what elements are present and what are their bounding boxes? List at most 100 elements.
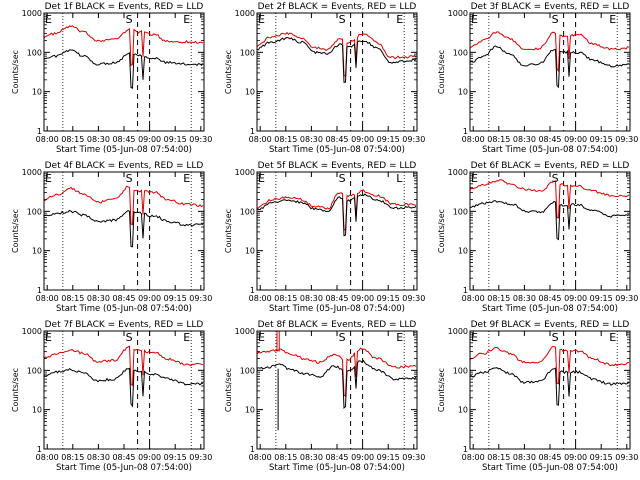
x-tick-label: 08:00 <box>36 294 59 303</box>
x-axis-label: Start Time (05-Jun-08 07:54:00) <box>482 145 618 155</box>
x-tick-label: 09:30 <box>189 135 212 144</box>
y-tick-label: 100 <box>240 207 255 216</box>
y-tick-label: 10 <box>245 247 255 256</box>
y-tick-label: 10 <box>458 247 468 256</box>
marker-E-label: E <box>471 331 478 344</box>
x-tick-label: 08:30 <box>300 453 323 462</box>
x-tick-label: 09:30 <box>402 135 425 144</box>
x-tick-label: 09:15 <box>377 135 400 144</box>
panel-4: Det 4f BLACK = Events, RED = LLD 1 10 100 10… <box>11 161 212 314</box>
marker-S-label: S <box>126 13 133 26</box>
lld-series-line <box>43 25 204 67</box>
x-tick-label: 09:30 <box>615 135 638 144</box>
panel-title: Det 4f BLACK = Events, RED = LLD <box>45 161 204 171</box>
marker-S-label: S <box>552 172 559 185</box>
y-tick-label: 100 <box>27 207 42 216</box>
y-axis-label: Counts/sec <box>11 50 20 94</box>
x-tick-label: 09:00 <box>564 453 587 462</box>
y-tick-label: 10 <box>32 247 42 256</box>
x-tick-label: 08:00 <box>36 453 59 462</box>
y-tick-label: 10 <box>458 88 468 97</box>
x-tick-label: 08:30 <box>300 135 323 144</box>
x-axis-label: Start Time (05-Jun-08 07:54:00) <box>56 145 192 155</box>
y-tick-label: 10 <box>245 406 255 415</box>
panel-title: Det 3f BLACK = Events, RED = LLD <box>471 2 630 12</box>
events-series-line <box>256 359 417 409</box>
panel-1: Det 1f BLACK = Events, RED = LLD 1 10 100 10… <box>11 2 212 155</box>
plot-frame <box>43 330 205 450</box>
x-tick-label: 08:30 <box>513 135 536 144</box>
x-axis-label: Start Time (05-Jun-08 07:54:00) <box>269 463 405 473</box>
y-axis-label: Counts/sec <box>437 209 446 253</box>
x-axis-label: Start Time (05-Jun-08 07:54:00) <box>269 145 405 155</box>
x-tick-label: 08:30 <box>300 294 323 303</box>
y-axis-label: Counts/sec <box>437 50 446 94</box>
y-axis-label: Counts/sec <box>11 368 20 412</box>
x-tick-label: 08:45 <box>112 453 135 462</box>
marker-E-label: E <box>258 172 265 185</box>
y-tick-label: 1000 <box>448 327 468 336</box>
panel-title: Det 8f BLACK = Events, RED = LLD <box>258 320 417 330</box>
y-tick-label: 1 <box>463 445 468 454</box>
x-tick-label: 08:15 <box>487 294 510 303</box>
plot-frame <box>469 171 631 291</box>
panel-6: Det 6f BLACK = Events, RED = LLD 1 10 100 10… <box>437 161 638 314</box>
x-tick-label: 09:00 <box>351 294 374 303</box>
x-tick-label: 08:30 <box>513 453 536 462</box>
x-tick-label: 08:00 <box>462 135 485 144</box>
panel-3: Det 3f BLACK = Events, RED = LLD 1 10 100 10… <box>437 2 638 155</box>
x-tick-label: 08:00 <box>36 135 59 144</box>
x-tick-label: 09:15 <box>164 453 187 462</box>
y-tick-label: 1000 <box>235 327 255 336</box>
x-tick-label: 09:15 <box>377 294 400 303</box>
marker-S-label: S <box>126 331 133 344</box>
marker-end-label: E <box>183 172 190 185</box>
marker-end-label: E <box>396 13 403 26</box>
panel-9: Det 9f BLACK = Events, RED = LLD 1 10 100 10… <box>437 320 638 473</box>
x-tick-label: 08:00 <box>249 294 272 303</box>
x-tick-label: 08:00 <box>462 453 485 462</box>
x-tick-label: 08:15 <box>274 294 297 303</box>
events-series-line <box>43 49 204 89</box>
plot-frame <box>469 12 631 132</box>
x-tick-label: 09:00 <box>138 294 161 303</box>
x-tick-label: 08:45 <box>538 453 561 462</box>
y-tick-label: 10 <box>458 406 468 415</box>
x-tick-label: 08:00 <box>249 453 272 462</box>
marker-end-label: E <box>609 331 616 344</box>
panel-title: Det 7f BLACK = Events, RED = LLD <box>45 320 204 330</box>
y-tick-label: 1000 <box>448 168 468 177</box>
panel-title: Det 1f BLACK = Events, RED = LLD <box>45 2 204 12</box>
x-tick-label: 08:30 <box>87 453 110 462</box>
x-tick-label: 09:00 <box>564 294 587 303</box>
x-tick-label: 09:15 <box>590 294 613 303</box>
y-tick-label: 1 <box>463 127 468 136</box>
x-tick-label: 09:15 <box>164 135 187 144</box>
x-tick-label: 09:15 <box>590 453 613 462</box>
events-series-line <box>256 193 417 237</box>
x-tick-label: 08:45 <box>325 135 348 144</box>
x-tick-label: 09:30 <box>402 453 425 462</box>
marker-E-label: E <box>258 331 265 344</box>
y-axis-label: Counts/sec <box>224 368 233 412</box>
events-series-line <box>43 209 204 248</box>
x-tick-label: 08:00 <box>462 294 485 303</box>
x-axis-label: Start Time (05-Jun-08 07:54:00) <box>269 304 405 314</box>
events-series-line <box>469 200 630 241</box>
x-axis-label: Start Time (05-Jun-08 07:54:00) <box>56 463 192 473</box>
y-tick-label: 100 <box>240 366 255 375</box>
y-axis-label: Counts/sec <box>11 209 20 253</box>
y-tick-label: 1 <box>463 286 468 295</box>
y-tick-label: 1000 <box>22 327 42 336</box>
marker-E-label: E <box>471 13 478 26</box>
plot-frame <box>43 12 205 132</box>
lld-series-line <box>469 179 630 219</box>
y-tick-label: 100 <box>453 366 468 375</box>
x-tick-label: 08:45 <box>112 294 135 303</box>
panel-title: Det 5f BLACK = Events, RED = LLD <box>258 161 417 171</box>
x-axis-label: Start Time (05-Jun-08 07:54:00) <box>482 463 618 473</box>
x-tick-label: 08:45 <box>538 135 561 144</box>
panel-title: Det 9f BLACK = Events, RED = LLD <box>471 320 630 330</box>
x-tick-label: 08:15 <box>487 453 510 462</box>
events-series-line <box>469 45 630 89</box>
